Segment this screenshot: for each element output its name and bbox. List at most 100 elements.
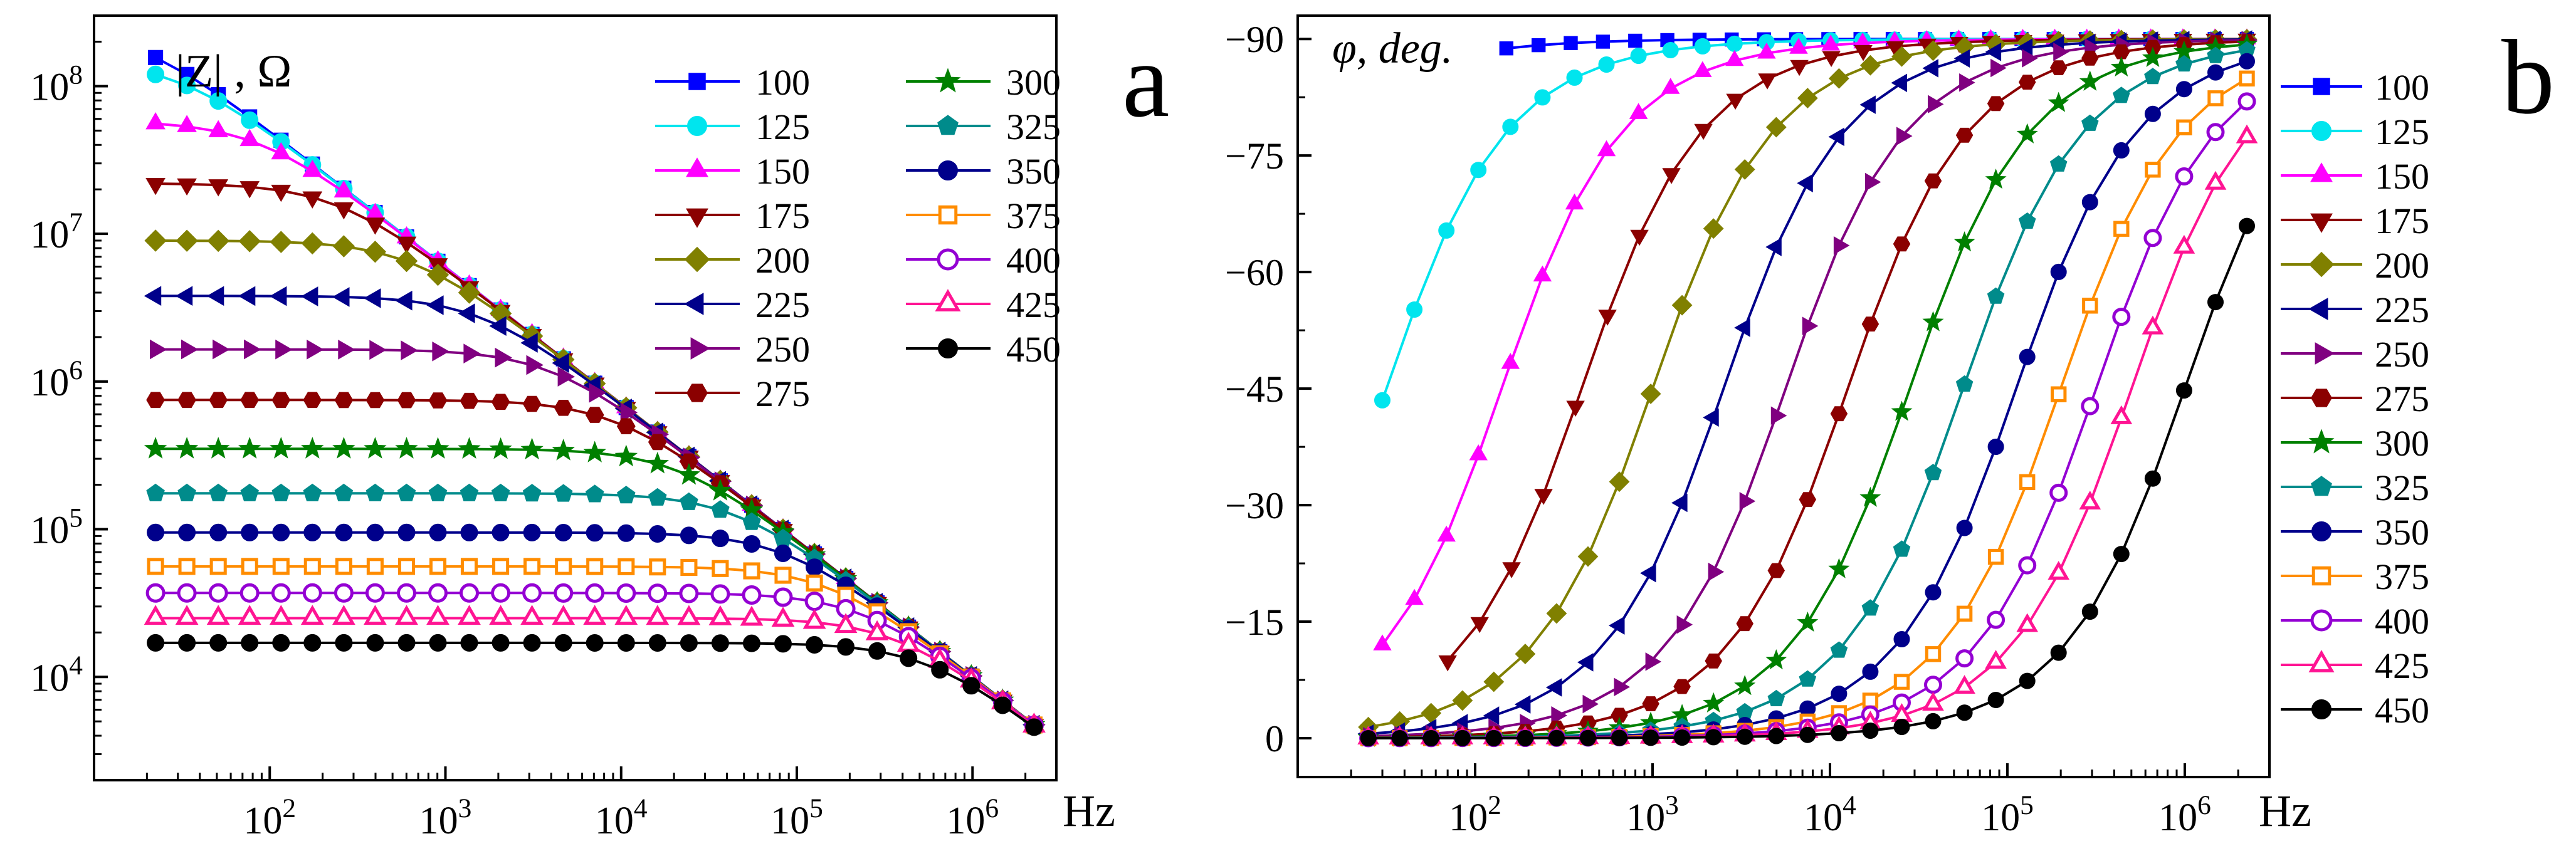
a-point-375 (241, 558, 258, 575)
a-point-375 (774, 566, 792, 584)
a-point-375 (806, 574, 823, 592)
a-point-275 (334, 392, 354, 409)
b-legend-label-175: 175 (2375, 201, 2429, 241)
b-point-400 (2018, 556, 2037, 575)
a-point-400 (554, 583, 574, 603)
b-point-225 (1828, 127, 1844, 147)
a-point-325 (522, 484, 542, 502)
b-point-250 (1739, 492, 1756, 511)
b-point-450 (2019, 672, 2036, 689)
b-point-275 (1705, 653, 1722, 669)
a-point-450 (868, 642, 886, 660)
a-point-150 (271, 142, 292, 160)
a-point-425 (206, 605, 230, 625)
a-point-450 (272, 634, 290, 652)
b-point-150 (1501, 353, 1520, 369)
b-point-300 (2142, 46, 2163, 67)
b-legend-entry-350: 350 (2281, 512, 2429, 553)
b-point-225 (1609, 616, 1625, 635)
a-point-300 (395, 437, 418, 459)
b-point-425 (2016, 613, 2039, 632)
panel-b: −90−75−60−45−30−150 102 103 104 105 106 1001… (1225, 14, 2555, 839)
a-legend-entry-350: 350 (906, 151, 1061, 192)
a-point-200 (144, 229, 167, 252)
a-point-425 (677, 605, 701, 625)
a-point-275 (680, 453, 698, 470)
b-point-350 (2019, 348, 2036, 365)
a-point-375 (209, 558, 227, 575)
a-legend-label-125: 125 (755, 107, 810, 147)
a-point-275 (460, 392, 479, 409)
a-point-325 (334, 483, 354, 501)
b-point-400 (1955, 649, 1974, 668)
b-point-225 (1765, 237, 1782, 256)
a-point-400 (648, 583, 668, 603)
a-point-200 (426, 263, 449, 286)
a-point-425 (144, 605, 167, 625)
b-point-150 (1373, 634, 1392, 650)
b-legend-label-325: 325 (2375, 467, 2429, 508)
b-point-275 (1893, 236, 1911, 252)
b-y-tick-label: −60 (1225, 252, 1284, 293)
b-point-300 (1828, 558, 1850, 578)
a-point-450 (837, 638, 855, 656)
a-point-300 (332, 437, 355, 459)
b-point-425 (2142, 315, 2164, 335)
b-point-100 (1564, 36, 1578, 50)
a-point-325 (648, 488, 667, 506)
a-point-175 (239, 181, 260, 199)
a-point-200 (238, 230, 261, 253)
a-point-375 (618, 558, 635, 575)
b-point-175 (1758, 73, 1777, 90)
a-point-300 (426, 437, 449, 459)
b-point-425 (1922, 692, 1944, 711)
b-point-300 (2079, 70, 2101, 91)
b-point-375 (2145, 162, 2161, 178)
b-legend-label-275: 275 (2375, 378, 2429, 419)
b-point-300 (2048, 91, 2069, 112)
b-point-450 (2050, 644, 2067, 661)
b-point-325 (2113, 86, 2130, 103)
b-y-tick-label: 0 (1265, 718, 1284, 759)
b-series-line-350 (1368, 60, 2247, 739)
a-point-450 (178, 634, 196, 652)
b-legend-entry-300: 300 (2281, 423, 2429, 464)
a-point-350 (680, 526, 698, 545)
b-point-350 (2050, 263, 2067, 280)
a-point-250 (338, 340, 355, 360)
b-point-325 (1893, 540, 1911, 557)
a-point-400 (239, 583, 260, 603)
a-point-375 (178, 558, 196, 575)
a-series-450 (147, 634, 1043, 736)
a-point-375 (366, 558, 384, 575)
b-legend-entry-250: 250 (2281, 334, 2429, 375)
b-legend-label-400: 400 (2375, 601, 2429, 642)
b-point-200 (1859, 55, 1881, 76)
panel-b-legend: 1001251501752002252502753003253503754004… (2281, 67, 2429, 731)
a-point-450 (743, 634, 760, 652)
a-point-425 (834, 613, 858, 634)
a-point-125 (209, 92, 228, 110)
a-point-300 (583, 441, 606, 462)
b-point-250 (1770, 406, 1787, 425)
b-point-300 (1765, 649, 1787, 670)
b-point-350 (2113, 142, 2130, 159)
b-point-350 (2207, 64, 2224, 81)
a-point-350 (523, 523, 541, 541)
b-point-450 (1548, 729, 1565, 746)
a-y-tick-label: 106 (30, 355, 83, 404)
a-point-375 (397, 558, 416, 575)
a-point-150 (145, 112, 166, 130)
b-legend-label-225: 225 (2375, 290, 2429, 330)
a-point-275 (365, 392, 385, 409)
b-point-400 (2175, 167, 2194, 185)
b-legend-label-425: 425 (2375, 645, 2429, 686)
a-point-325 (617, 486, 636, 504)
a-legend-marker-175 (686, 208, 708, 228)
a-series-325 (146, 483, 1044, 733)
b-legend-marker-275 (2311, 389, 2332, 407)
a-point-375 (147, 558, 164, 575)
b-legend-label-300: 300 (2375, 423, 2429, 464)
b-point-325 (1830, 641, 1848, 658)
b-point-450 (1611, 729, 1627, 746)
